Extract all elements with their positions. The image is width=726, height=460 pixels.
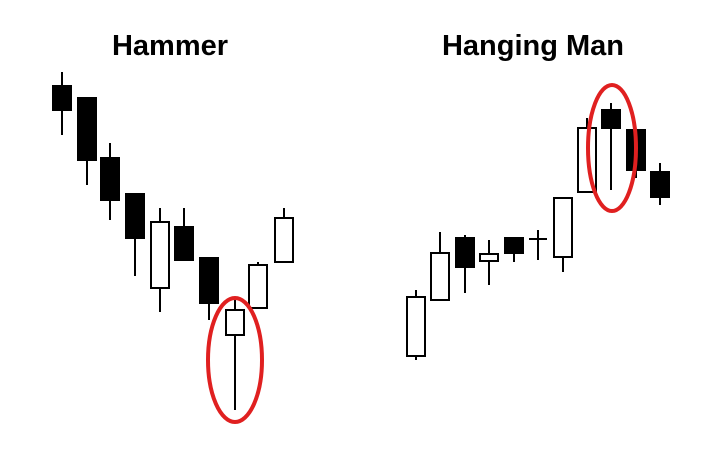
- hanging-man-candles: [406, 83, 670, 360]
- panel-title: Hanging Man: [442, 30, 624, 62]
- hammer-candles: [52, 72, 294, 424]
- panel-title: Hammer: [112, 30, 228, 62]
